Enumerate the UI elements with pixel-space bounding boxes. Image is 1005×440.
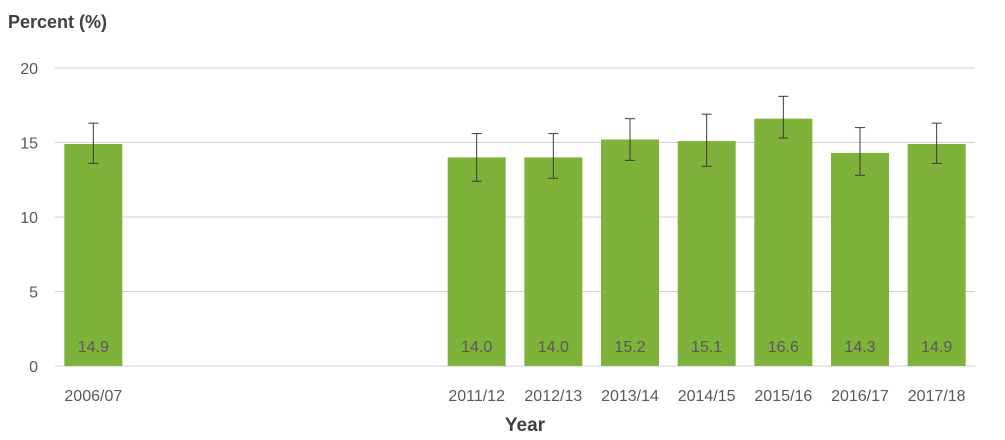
data-label: 15.1 — [691, 339, 722, 356]
y-tick-label: 0 — [29, 359, 38, 376]
data-label: 14.3 — [844, 339, 875, 356]
error-bar — [471, 133, 482, 182]
y-tick-label: 5 — [29, 285, 38, 302]
x-tick-label: 2015/16 — [754, 388, 812, 405]
y-tick-labels: 0 5 10 15 20 — [20, 61, 38, 376]
data-label: 14.0 — [538, 339, 569, 356]
error-bar — [88, 122, 99, 164]
bar — [677, 141, 736, 366]
bars — [64, 118, 966, 366]
x-tick-label: 2017/18 — [908, 388, 966, 405]
x-tick-label: 2014/15 — [678, 388, 736, 405]
error-bar — [701, 113, 712, 167]
data-label: 14.0 — [461, 339, 492, 356]
y-tick-label: 15 — [20, 136, 38, 153]
bar — [524, 157, 583, 366]
error-bars — [88, 95, 942, 182]
x-tick-label: 2011/12 — [448, 388, 505, 405]
error-bar — [778, 95, 789, 139]
x-axis-title: Year — [505, 415, 546, 436]
x-tick-label: 2016/17 — [831, 388, 889, 405]
error-bar — [931, 122, 942, 164]
bar — [907, 143, 966, 366]
data-label: 16.6 — [768, 339, 799, 356]
data-labels: 14.9 14.0 14.0 15.2 15.1 16.6 14.3 14.9 — [78, 339, 953, 356]
bar — [601, 139, 659, 366]
x-tick-labels: 2006/07 2011/12 2012/13 2013/14 2014/15 2015/… — [64, 388, 965, 405]
error-bar — [625, 118, 635, 161]
bar — [447, 157, 506, 366]
error-bar — [548, 133, 559, 179]
y-tick-label: 20 — [20, 61, 38, 78]
bar — [831, 152, 889, 366]
bar — [754, 118, 813, 366]
x-tick-label: 2012/13 — [524, 388, 582, 405]
data-label: 15.2 — [614, 339, 645, 356]
x-tick-label: 2013/14 — [601, 388, 659, 405]
data-label: 14.9 — [78, 339, 109, 356]
x-tick-label: 2006/07 — [64, 388, 122, 405]
data-label: 14.9 — [921, 339, 952, 356]
y-axis-title: Percent (%) — [8, 12, 107, 32]
y-tick-label: 10 — [20, 210, 38, 227]
gridlines — [55, 67, 975, 367]
bar — [64, 143, 123, 366]
error-bar — [855, 127, 865, 176]
